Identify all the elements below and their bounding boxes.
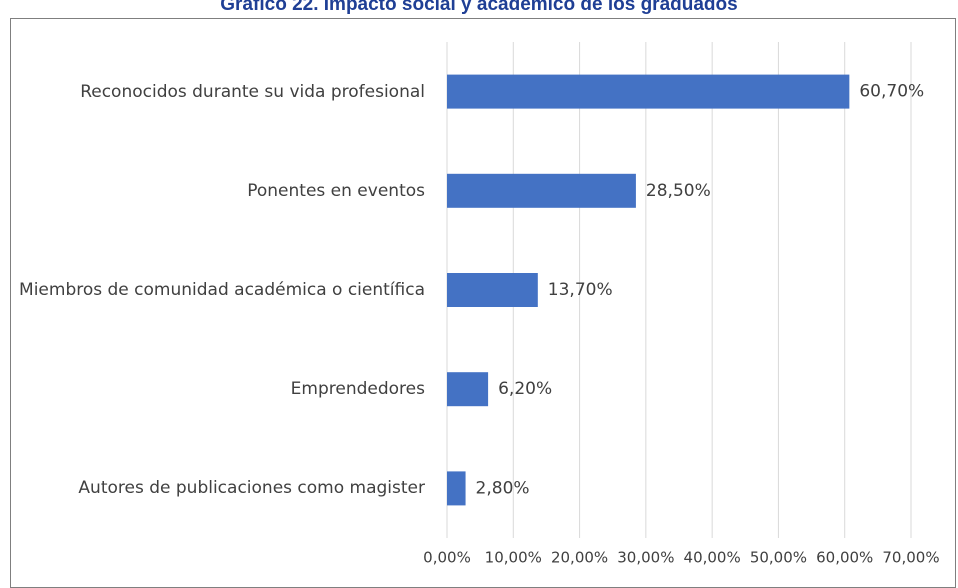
y-tick-label: Ponentes en eventos (15, 179, 425, 203)
y-tick-text: Emprendedores (290, 379, 425, 400)
bar (447, 471, 466, 506)
x-tick-label: 0,00% (423, 549, 471, 567)
value-label: 6,20% (498, 379, 552, 399)
y-tick-text: Miembros de comunidad académica o cientí… (19, 280, 425, 300)
y-tick-label: Miembros de comunidad académica o cientí… (15, 278, 425, 302)
x-tick-label: 70,00% (882, 549, 939, 567)
y-tick-label: Emprendedores (15, 377, 425, 401)
x-tick-label: 10,00% (485, 549, 542, 567)
x-tick-label: 50,00% (750, 549, 807, 567)
x-tick-label: 60,00% (816, 549, 873, 567)
y-tick-text: Ponentes en eventos (247, 180, 425, 201)
x-tick-label: 30,00% (617, 549, 674, 567)
y-tick-text: Autores de publicaciones como magister (78, 478, 425, 499)
x-tick-label: 40,00% (684, 549, 741, 567)
y-tick-label: Autores de publicaciones como magister (15, 476, 425, 500)
value-label: 60,70% (859, 82, 924, 102)
bar (447, 173, 636, 208)
value-label: 2,80% (476, 478, 530, 498)
bar (447, 74, 850, 109)
value-label: 28,50% (646, 181, 711, 201)
y-tick-label: Reconocidos durante su vida profesional (15, 80, 425, 104)
y-tick-text: Reconocidos durante su vida profesional (80, 81, 425, 102)
bar (447, 372, 489, 407)
value-label: 13,70% (548, 280, 613, 300)
x-tick-label: 20,00% (551, 549, 608, 567)
chart-title: Gráfico 22. Impacto social y académico d… (220, 0, 738, 15)
bar (447, 273, 538, 307)
